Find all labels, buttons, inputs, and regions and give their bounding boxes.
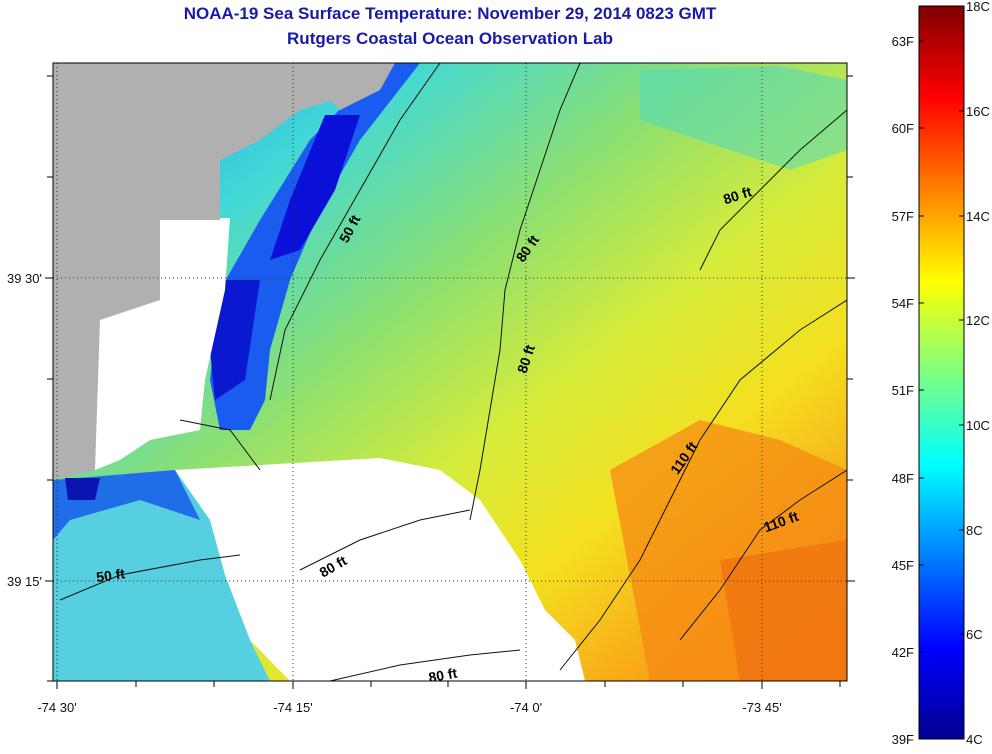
cold-core-band-south	[210, 280, 260, 400]
no-data-mask-bays	[95, 218, 230, 470]
nearshore-cold-band	[210, 63, 420, 430]
colorbar-f-label: 57F	[892, 209, 914, 224]
warm-core-patch	[720, 540, 847, 681]
colorbar-c-label: 14C	[966, 209, 990, 224]
contour-label: 50 ft	[95, 565, 126, 585]
contour-label: 80 ft	[427, 665, 458, 686]
frame-ticks	[45, 75, 855, 689]
colorbar-c-label: 10C	[966, 418, 990, 433]
bathymetry-contours	[59, 63, 847, 681]
land-new-jersey	[53, 63, 335, 480]
map-subtitle: Rutgers Coastal Ocean Observation Lab	[287, 29, 613, 48]
contour-line-80ft-bottom	[329, 649, 521, 681]
no-data-mask-south	[175, 458, 585, 681]
colorbar-c-label: 6C	[966, 627, 983, 642]
colorbar-f-label: 63F	[892, 34, 914, 49]
colorbar-f-label: 48F	[892, 471, 914, 486]
y-tick-label: 39 15'	[7, 574, 42, 589]
contour-line-80ft-south	[299, 509, 471, 571]
colorbar-c-label: 4C	[966, 732, 983, 747]
colorbar-c-label: 8C	[966, 523, 983, 538]
colorbar-c-label: 12C	[966, 313, 990, 328]
colorbar-f-label: 39F	[892, 732, 914, 747]
colorbar: 63F 60F 57F 54F 51F 48F 45F 42F 39F 18C …	[892, 0, 990, 747]
x-tick-label: -74 0'	[510, 700, 542, 715]
colorbar-f-label: 54F	[892, 296, 914, 311]
x-tick-label: -73 45'	[742, 700, 781, 715]
land-barrier-north	[330, 63, 395, 110]
map-frame	[52, 62, 848, 682]
colorbar-c-label: 16C	[966, 104, 990, 119]
graticule	[53, 63, 847, 681]
contour-line-50ft-south	[59, 554, 241, 601]
colorbar-f-label: 60F	[892, 121, 914, 136]
contour-line-110ft-east	[679, 469, 847, 641]
coastline-detail	[179, 419, 261, 471]
colorbar-f-label: 42F	[892, 645, 914, 660]
colorbar-gradient	[918, 5, 965, 740]
map-plot-area: 50 ft 50 ft 80 ft 80 ft 80 ft 80 ft 80 f…	[53, 63, 847, 686]
colorbar-f-label: 51F	[892, 383, 914, 398]
contour-line-110ft	[559, 299, 847, 671]
map-title: NOAA-19 Sea Surface Temperature: Novembe…	[183, 4, 717, 23]
contour-line-50ft	[269, 63, 441, 401]
contour-line-80ft	[469, 63, 581, 521]
southwest-deep-blue	[65, 478, 100, 500]
y-tick-label: 39 30'	[7, 271, 42, 286]
colorbar-c-label: 18C	[966, 0, 990, 14]
x-tick-label: -74 30'	[37, 700, 76, 715]
colorbar-f-label: 45F	[892, 558, 914, 573]
x-tick-label: -74 15'	[273, 700, 312, 715]
contour-line-80ft-east	[699, 109, 847, 271]
colorbar-ticks	[919, 40, 964, 653]
cool-patch-northeast	[640, 66, 847, 170]
